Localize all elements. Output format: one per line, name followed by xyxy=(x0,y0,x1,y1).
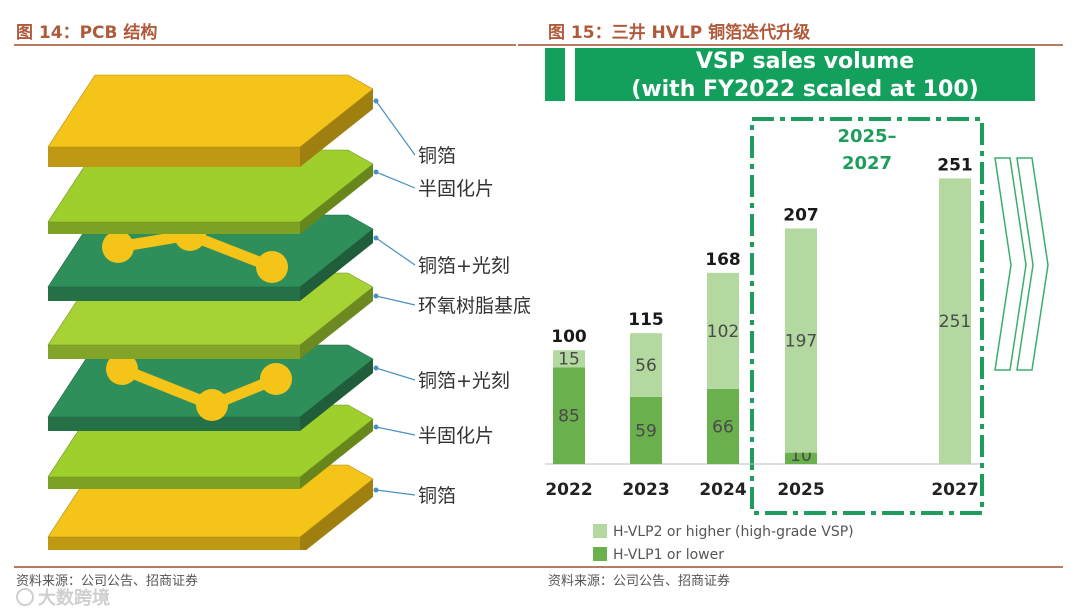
bar-total-2027: 251 xyxy=(937,155,973,175)
figure-15-source: 资料来源：公司公告、招商证券 xyxy=(548,574,731,589)
pcb-layer-front-edge xyxy=(48,477,300,489)
vsp-sales-chart: VSP sales volume (with FY2022 scaled at … xyxy=(545,48,1049,515)
bar-hvlp1-2024 xyxy=(707,388,739,464)
bar-hvlp1-value-2023: 59 xyxy=(635,421,657,441)
figure-15-title: 图 15：三井 HVLP 铜箔迭代升级 xyxy=(548,23,811,43)
pcb-layer-side-edge xyxy=(300,164,373,234)
pcb-layer-front-edge xyxy=(48,537,300,550)
watermark-text: 大数跨境 xyxy=(38,588,110,609)
pcb-label-leader-dot xyxy=(373,235,379,241)
pcb-layer-label: 铜箔+光刻 xyxy=(418,255,510,277)
figure-14-title: 图 14：PCB 结构 xyxy=(16,23,158,43)
forecast-label-line2: 2027 xyxy=(842,153,892,174)
chart-title-line2: (with FY2022 scaled at 100) xyxy=(631,77,978,102)
bar-hvlp2-value-2027: 251 xyxy=(939,312,971,332)
x-tick-2025: 2025 xyxy=(777,480,824,500)
pcb-label-leader xyxy=(375,237,416,266)
pcb-circuit-pad xyxy=(260,363,292,395)
pcb-layer-top-face xyxy=(47,74,374,148)
pcb-circuit-pad xyxy=(102,231,134,263)
pcb-label-leader xyxy=(375,171,416,189)
pcb-layer-label: 半固化片 xyxy=(418,425,494,447)
pcb-layer-side-edge xyxy=(300,229,373,301)
pcb-layer-side-edge xyxy=(300,479,373,550)
pcb-layer-front-edge xyxy=(48,417,300,431)
chevron-arrow-icon xyxy=(994,157,1027,371)
legend-label-hvlp1: H-VLP1 or lower xyxy=(613,547,724,563)
pcb-layer-label: 铜箔 xyxy=(418,145,456,167)
bar-hvlp2-2027 xyxy=(939,178,971,464)
bar-total-2024: 168 xyxy=(705,250,741,270)
watermark: 大数跨境 xyxy=(16,584,110,610)
pcb-layer-stack xyxy=(47,74,374,550)
bar-hvlp2-value-2023: 56 xyxy=(635,356,657,376)
pcb-circuit-pad xyxy=(256,251,288,283)
pcb-layer-front-edge xyxy=(48,147,300,167)
bar-hvlp1-value-2022: 85 xyxy=(558,407,580,427)
pcb-label-leader-dot xyxy=(373,365,379,371)
pcb-label-leader xyxy=(375,295,416,306)
pcb-label-leader xyxy=(375,100,416,156)
pcb-label-leader-dot xyxy=(373,424,379,430)
chart-title-band xyxy=(575,48,1035,101)
chart-legend: H-VLP2 or higher (high-grade VSP) H-VLP1… xyxy=(593,524,854,563)
pcb-layer-side-edge xyxy=(300,89,373,167)
x-tick-2022: 2022 xyxy=(545,480,592,500)
bar-hvlp1-2023 xyxy=(630,396,662,464)
chart-title-line1: VSP sales volume xyxy=(696,49,914,74)
pcb-layer-label: 半固化片 xyxy=(418,178,494,200)
figure-14-title-rule xyxy=(14,44,516,46)
bar-hvlp2-2022 xyxy=(553,350,585,368)
bar-hvlp2-2023 xyxy=(630,333,662,397)
bar-hvlp2-2024 xyxy=(707,272,739,389)
pcb-layer-label: 铜箔 xyxy=(418,485,456,507)
pcb-layer-label: 铜箔+光刻 xyxy=(418,370,510,392)
legend-swatch-hvlp2 xyxy=(593,524,607,538)
pcb-label-leader-dot xyxy=(373,487,379,493)
pcb-label-leader xyxy=(375,367,416,381)
watermark-logo-icon xyxy=(16,588,34,606)
pcb-circuit-pad xyxy=(196,389,228,421)
pcb-layer-front-edge xyxy=(48,287,300,301)
bar-hvlp2-value-2025: 197 xyxy=(785,332,817,352)
pcb-label-leader xyxy=(375,489,416,496)
bar-hvlp2-value-2024: 102 xyxy=(707,322,739,342)
pcb-layer-label: 环氧树脂基底 xyxy=(418,295,530,317)
bar-hvlp1-2022 xyxy=(553,367,585,464)
x-tick-2023: 2023 xyxy=(622,480,669,500)
pcb-layer-front-edge xyxy=(48,345,300,359)
figure-15-title-rule xyxy=(518,44,1063,46)
pcb-layer-side-edge xyxy=(300,419,373,489)
chart-title-band-left xyxy=(545,48,565,101)
forecast-label-line1: 2025– xyxy=(837,126,896,147)
x-tick-2027: 2027 xyxy=(931,480,978,500)
x-tick-2024: 2024 xyxy=(699,480,746,500)
pcb-circuit-pad xyxy=(106,353,138,385)
legend-swatch-hvlp1 xyxy=(593,547,607,561)
figure-14-source: 资料来源：公司公告、招商证券 xyxy=(16,574,199,589)
pcb-label-leader-dot xyxy=(373,293,379,299)
pcb-layer-side-edge xyxy=(300,359,373,431)
pcb-layer-front-edge xyxy=(48,222,300,234)
bar-hvlp2-2025 xyxy=(785,228,817,453)
bar-hvlp2-value-2022: 15 xyxy=(558,350,580,370)
bar-series: 8515100202259561152023661021682024101972… xyxy=(545,155,978,500)
pcb-label-leader xyxy=(375,426,416,436)
pcb-label-leader-dot xyxy=(373,98,379,104)
pcb-layer-side-edge xyxy=(300,287,373,359)
bar-hvlp1-2025 xyxy=(785,452,817,464)
bar-total-2023: 115 xyxy=(628,310,664,330)
chevron-arrow-icon-2 xyxy=(1016,157,1049,371)
footer-rule xyxy=(14,566,1063,568)
bar-total-2022: 100 xyxy=(551,327,587,347)
bar-total-2025: 207 xyxy=(783,205,819,225)
pcb-label-leader-dot xyxy=(373,169,379,175)
bar-hvlp1-value-2024: 66 xyxy=(712,417,734,437)
legend-label-hvlp2: H-VLP2 or higher (high-grade VSP) xyxy=(613,524,854,540)
